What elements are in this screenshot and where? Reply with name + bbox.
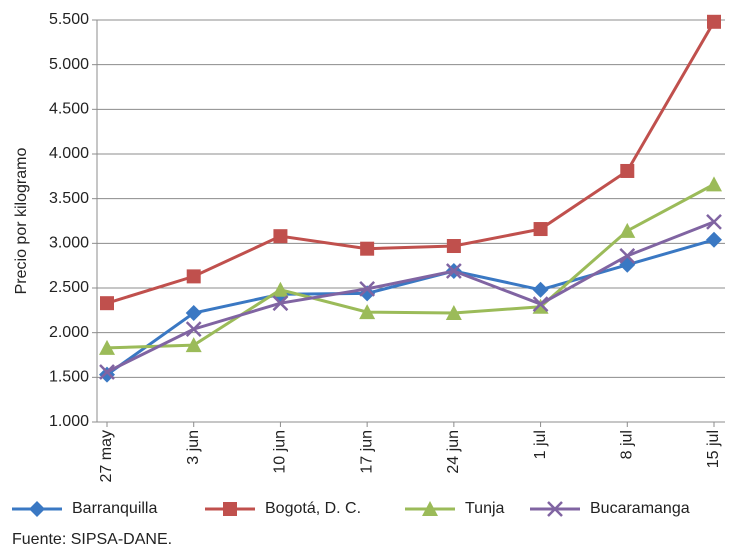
data-point — [706, 231, 722, 248]
legend-label: Bogotá, D. C. — [265, 500, 361, 517]
data-point — [100, 296, 114, 311]
legend-label: Barranquilla — [72, 500, 157, 517]
y-tick-label: 1.500 — [49, 369, 89, 386]
legend-marker — [547, 501, 563, 517]
y-tick-label: 2.000 — [49, 324, 89, 341]
data-point — [533, 222, 548, 237]
y-tick-label: 4.000 — [49, 145, 89, 162]
data-point — [272, 295, 289, 312]
legend-label: Tunja — [465, 500, 505, 517]
data-point — [99, 364, 115, 380]
data-point — [707, 14, 721, 29]
series-line — [106, 238, 715, 376]
data-point — [99, 339, 115, 355]
data-point — [272, 281, 289, 297]
x-tick-label: 8 jul — [619, 430, 636, 459]
y-tick-label: 1.000 — [49, 413, 89, 430]
data-point — [359, 281, 376, 297]
y-tick-label: 2.500 — [49, 279, 89, 296]
legend-label: Bucaramanga — [590, 500, 690, 517]
y-tick-label: 5.000 — [49, 56, 89, 73]
x-tick-label: 10 jun — [272, 430, 289, 474]
data-point — [445, 305, 462, 321]
data-point — [532, 281, 549, 298]
legend-marker — [422, 501, 438, 516]
y-tick-label: 3.000 — [49, 235, 89, 252]
data-point — [359, 304, 376, 320]
legend-marker — [223, 502, 237, 516]
data-point — [186, 269, 201, 284]
data-point — [185, 305, 202, 322]
y-tick-label: 3.500 — [49, 190, 89, 207]
source-note: Fuente: SIPSA-DANE. — [12, 531, 172, 548]
x-tick-label: 3 jun — [185, 430, 202, 465]
legend-marker — [29, 501, 45, 517]
y-tick-label: 5.500 — [49, 11, 89, 28]
data-point — [445, 263, 462, 279]
data-point — [706, 176, 722, 192]
data-point — [185, 321, 202, 337]
x-tick-label: 27 may — [98, 430, 115, 482]
x-tick-label: 1 jul — [532, 430, 549, 459]
data-point — [185, 337, 202, 353]
series-line — [106, 21, 716, 305]
data-point — [446, 239, 461, 254]
x-tick-label: 24 jun — [445, 430, 462, 474]
data-point — [532, 298, 549, 314]
series-line — [106, 220, 715, 374]
data-point — [706, 214, 722, 230]
y-tick-label: 4.500 — [49, 101, 89, 118]
data-point — [619, 222, 636, 238]
series-line — [106, 183, 715, 350]
data-point — [620, 163, 635, 178]
x-tick-label: 17 jun — [358, 430, 375, 474]
data-point — [619, 247, 636, 264]
data-point — [360, 241, 375, 256]
data-point — [532, 296, 549, 312]
data-point — [273, 229, 288, 244]
x-tick-label: 15 jul — [705, 430, 722, 468]
y-axis-label: Precio por kilogramo — [13, 148, 30, 295]
